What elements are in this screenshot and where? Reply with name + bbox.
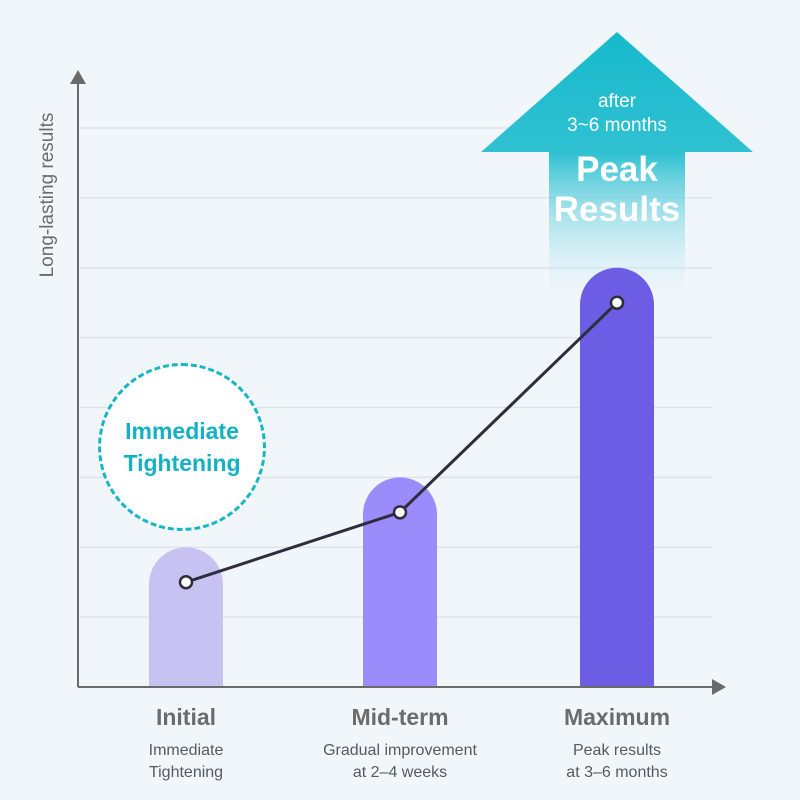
- arrow-subtitle-line-1: after: [597, 91, 637, 112]
- trend-point-initial: [178, 574, 194, 590]
- x-axis-arrowhead: [712, 679, 726, 695]
- category-label-initial: Initial: [155, 704, 217, 730]
- category-desc-maximum-line-1: Peak results: [572, 742, 662, 759]
- callout-line-2: Tightening: [123, 450, 241, 476]
- bar-maximum: [580, 267, 654, 687]
- arrow-title-line-1: Peak: [576, 150, 658, 189]
- bar-initial: [149, 547, 223, 687]
- category-desc-initial-line-2: Tightening: [148, 764, 224, 781]
- callout-line-1: Immediate: [125, 418, 239, 444]
- immediate-tightening-callout: Immediate Tightening: [98, 363, 266, 531]
- category-desc-maximum-line-2: at 3–6 months: [566, 764, 668, 781]
- bar-mid-term: [363, 477, 437, 687]
- category-desc-mid-term-line-1: Gradual improvement: [323, 742, 477, 759]
- arrow-subtitle: after 3~6 months: [517, 90, 717, 138]
- trend-point-mid-term: [392, 505, 408, 520]
- arrow-subtitle-line-2: 3~6 months: [567, 115, 667, 136]
- trend-point-maximum: [609, 295, 625, 310]
- y-axis-arrowhead: [70, 70, 86, 84]
- y-axis-label: Long-lasting results: [37, 112, 58, 278]
- callout-text: Immediate Tightening: [107, 415, 257, 479]
- category-desc-initial: Immediate Tightening: [66, 740, 306, 784]
- axes: [70, 70, 726, 695]
- category-desc-mid-term: Gradual improvement at 2–4 weeks: [280, 740, 520, 784]
- peak-results-arrow: [481, 32, 753, 300]
- category-desc-initial-line-1: Immediate: [148, 742, 224, 759]
- trend-line-group: [178, 295, 625, 590]
- bars: [149, 267, 654, 687]
- category-desc-mid-term-line-2: at 2–4 weeks: [352, 764, 448, 781]
- category-label-maximum: Maximum: [563, 704, 671, 730]
- arrow-title: Peak Results: [517, 150, 717, 230]
- category-label-mid-term: Mid-term: [351, 704, 449, 730]
- category-desc-maximum: Peak results at 3–6 months: [497, 740, 737, 784]
- arrow-title-line-2: Results: [553, 190, 681, 229]
